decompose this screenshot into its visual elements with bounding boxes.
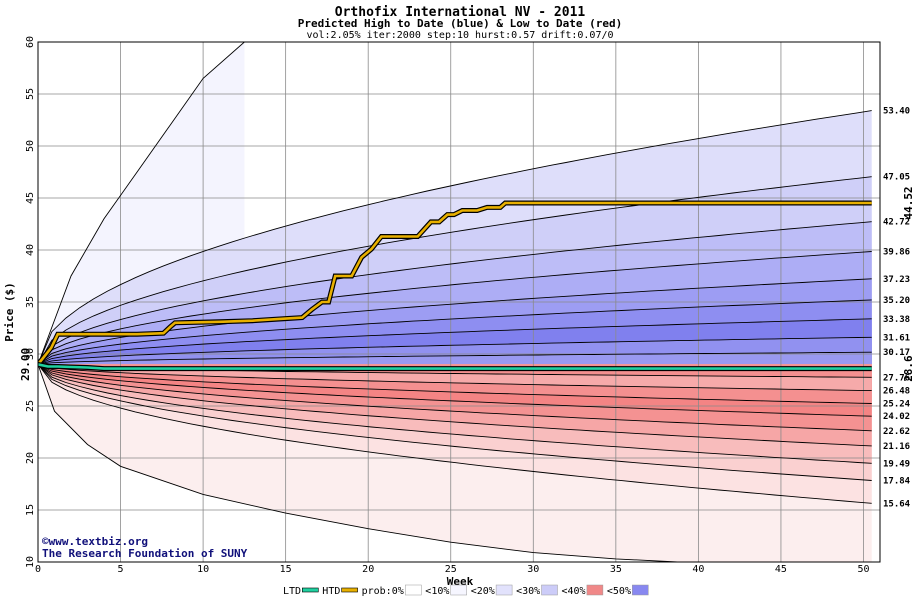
contour-line [38, 363, 872, 404]
band-end-label: 17.84 [883, 476, 911, 486]
legend-swatch [450, 584, 467, 596]
band-end-label: 26.48 [883, 387, 910, 397]
band-end-label: 37.23 [883, 275, 910, 285]
x-tick-label: 30 [527, 564, 539, 575]
legend-swatch [541, 584, 558, 596]
grid [37, 41, 880, 563]
legend-label: prob:0% [362, 586, 404, 597]
series-ltd-line [38, 363, 872, 370]
contour-line [38, 336, 872, 365]
y-axis-label: Price ($) [3, 282, 16, 342]
contour-line [38, 364, 872, 432]
contour-line [38, 364, 872, 504]
legend-label: <20% [471, 586, 495, 597]
chart-subtitle: Predicted High to Date (blue) & Low to D… [298, 17, 623, 30]
y-tick-label: 20 [25, 452, 36, 464]
credit-website: ©www.textbiz.org [42, 535, 148, 548]
x-tick-label: 0 [35, 564, 41, 575]
band-end-label: 53.40 [883, 107, 910, 117]
chart-params: vol:2.05% iter:2000 step:10 hurst:0.57 d… [306, 30, 613, 41]
x-tick-label: 10 [197, 564, 209, 575]
contour-line [38, 364, 872, 447]
y-tick-label: 10 [25, 556, 36, 568]
start-price-label: 29.00 [19, 348, 32, 381]
band-end-label: 35.20 [883, 296, 910, 306]
x-tick-label: 5 [118, 564, 124, 575]
band-end-label: 27.76 [883, 373, 910, 383]
legend-swatch [495, 584, 513, 596]
series-htd-line [38, 201, 872, 366]
x-tick-label: 45 [775, 564, 787, 575]
y-tick-label: 45 [25, 192, 36, 204]
x-tick-label: 20 [362, 564, 374, 575]
band-end-label: 21.16 [883, 442, 910, 452]
credit-foundation: The Research Foundation of SUNY [42, 547, 248, 560]
band-end-label: 19.49 [883, 459, 910, 469]
legend-swatch [632, 584, 649, 596]
contour-line [38, 221, 872, 365]
x-tick-label: 40 [692, 564, 704, 575]
legend-label: <40% [562, 586, 586, 597]
contour-line [38, 364, 872, 464]
y-tick-label: 35 [25, 296, 36, 308]
y-tick-label: 40 [25, 244, 36, 256]
contour-line [38, 363, 872, 392]
band-end-label: 33.38 [883, 315, 910, 325]
contour-line [38, 299, 872, 365]
y-tick-label: 50 [25, 140, 36, 152]
contour-lines [38, 42, 872, 562]
band-end-label: 15.64 [883, 499, 911, 509]
band-end-label: 22.62 [883, 427, 910, 437]
contour-line [38, 363, 872, 417]
x-tick-label: 15 [280, 564, 292, 575]
y-tick-label: 60 [25, 36, 36, 48]
legend-swatch [405, 584, 422, 596]
legend-label: HTD [322, 586, 340, 597]
y-tick-label: 25 [25, 400, 36, 412]
x-tick-label: 50 [857, 564, 869, 575]
series-htd-end-label: 44.52 [902, 186, 915, 219]
upper-prob-band [38, 352, 872, 365]
plot-area: 0 5 10 15 20 25 30 35 40 45 50 10 15 20 25 30 35 40 45 50 55… [19, 36, 915, 575]
chart-title: Orthofix International NV - 2011 [335, 5, 586, 20]
contour-line [38, 318, 872, 365]
series-lines [38, 200, 872, 372]
x-tick-label: 35 [610, 564, 622, 575]
contour-line [38, 110, 872, 365]
legend-swatch [586, 584, 604, 596]
plot-frame [37, 41, 881, 563]
contour-line [38, 351, 872, 365]
legend: LTD HTD prob:0% <10% <20% <30% <40% <50% [283, 584, 649, 597]
band-end-label: 30.17 [883, 348, 910, 358]
series-ltd-end-label: 28.6 [902, 355, 915, 382]
legend-label: <30% [516, 586, 540, 597]
probability-bands [38, 42, 872, 562]
contour-line [38, 176, 872, 365]
band-end-label: 47.05 [883, 173, 910, 183]
contour-line [38, 364, 688, 562]
legend-swatch [301, 587, 319, 593]
band-end-label: 42.72 [883, 218, 910, 228]
contour-line [38, 278, 872, 365]
contour-line [38, 251, 872, 365]
x-tick-label: 25 [445, 564, 457, 575]
legend-swatch [341, 587, 358, 593]
legend-label: <50% [607, 586, 631, 597]
band-end-label: 39.86 [883, 247, 910, 257]
y-tick-label: 55 [25, 88, 36, 100]
y-tick-label: 15 [25, 504, 36, 516]
contour-line [38, 42, 245, 365]
band-end-label: 25.24 [883, 400, 911, 410]
contour-line [38, 364, 872, 481]
band-end-label: 31.61 [883, 333, 910, 343]
y-tick-label: 30 [25, 348, 36, 360]
legend-label: LTD [283, 586, 301, 597]
legend-label: <10% [425, 586, 449, 597]
band-end-label: 24.02 [883, 412, 910, 422]
